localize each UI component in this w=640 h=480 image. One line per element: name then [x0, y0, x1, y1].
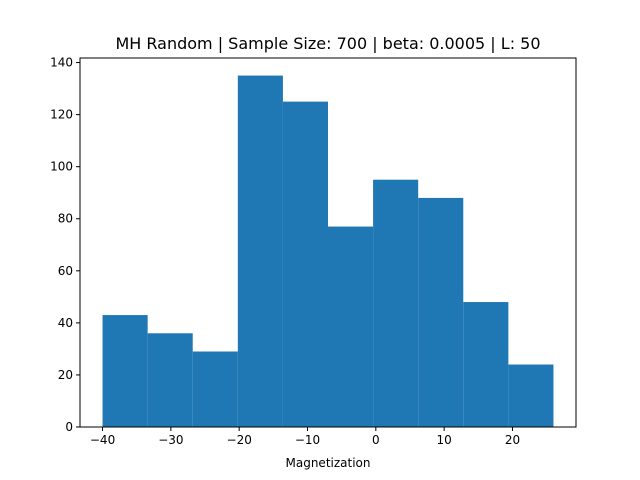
histogram-bar: [237, 75, 283, 428]
x-axis-label: Magnetization: [286, 456, 371, 470]
y-tick-label: 80: [58, 212, 73, 226]
y-tick-label: 140: [50, 56, 73, 70]
plot-frame: [79, 57, 577, 428]
x-tick-label: 10: [437, 433, 452, 447]
histogram-bar: [328, 226, 374, 427]
histogram-bar: [147, 333, 193, 427]
histogram-bar: [508, 364, 554, 427]
y-tick-label: 100: [50, 160, 73, 174]
chart-title: MH Random | Sample Size: 700 | beta: 0.0…: [115, 34, 540, 53]
y-axis-ticks: 0 20 40 60 80 100 120 140: [50, 56, 80, 434]
histogram-bar: [192, 351, 238, 427]
histogram-bar: [282, 101, 328, 427]
histogram-bar: [373, 179, 419, 427]
y-tick-label: 120: [50, 108, 73, 122]
x-tick-label: −20: [227, 433, 252, 447]
x-axis-ticks: −40 −30 −20 −10 0 10 20: [90, 427, 520, 447]
bars-group: [102, 75, 554, 428]
histogram-bar: [102, 315, 148, 427]
y-tick-label: 60: [58, 264, 73, 278]
x-tick-label: −40: [90, 433, 115, 447]
histogram-bar: [463, 302, 509, 427]
x-tick-label: 0: [372, 433, 380, 447]
y-tick-label: 20: [58, 368, 73, 382]
histogram-bar: [418, 197, 464, 427]
y-tick-label: 40: [58, 316, 73, 330]
x-tick-label: 20: [505, 433, 520, 447]
y-tick-label: 0: [65, 420, 73, 434]
x-tick-label: −10: [295, 433, 320, 447]
x-tick-label: −30: [158, 433, 183, 447]
